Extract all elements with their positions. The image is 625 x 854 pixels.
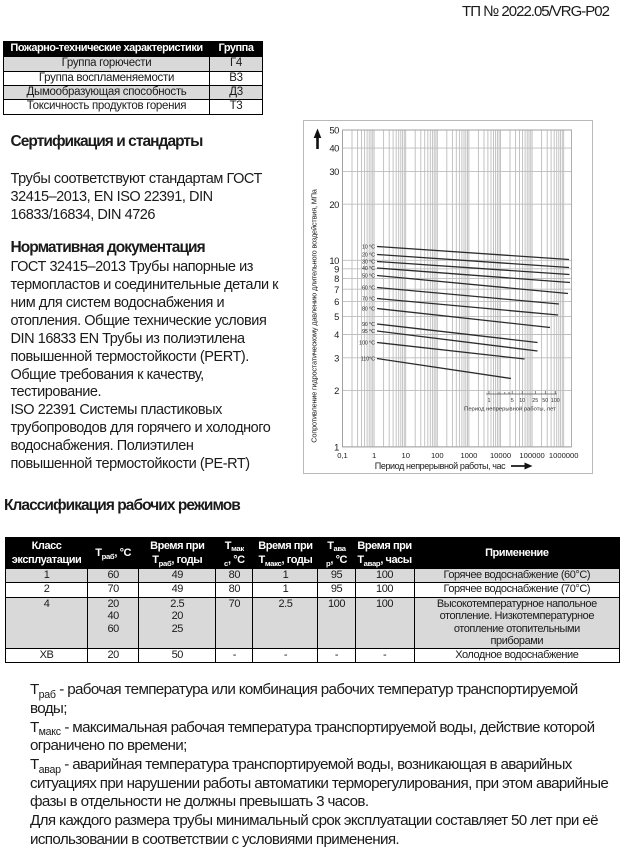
- svg-text:50 °C: 50 °C: [362, 274, 375, 280]
- svg-text:5: 5: [511, 398, 514, 404]
- svg-text:20: 20: [329, 199, 339, 210]
- svg-text:100: 100: [431, 451, 444, 460]
- svg-text:10: 10: [519, 398, 525, 404]
- svg-text:100: 100: [551, 398, 560, 404]
- svg-text:Период непрерывной работы, час: Период непрерывной работы, час: [375, 461, 506, 471]
- svg-text:2: 2: [334, 385, 339, 396]
- svg-text:30 °C: 30 °C: [362, 260, 375, 266]
- svg-text:40: 40: [329, 143, 339, 154]
- svg-text:Сопротивление гидростатическом: Сопротивление гидростатическому давлению…: [310, 188, 319, 443]
- svg-text:10: 10: [401, 451, 409, 460]
- svg-text:Период непрерывной работы, лет: Период непрерывной работы, лет: [464, 406, 556, 413]
- svg-text:10000: 10000: [490, 451, 511, 460]
- svg-text:8: 8: [334, 273, 339, 284]
- svg-text:1: 1: [488, 398, 491, 404]
- svg-text:95 °C: 95 °C: [362, 329, 375, 335]
- svg-text:110°C: 110°C: [361, 357, 375, 363]
- svg-text:100 °C: 100 °C: [359, 341, 375, 347]
- svg-text:100000: 100000: [519, 451, 544, 460]
- svg-text:1000: 1000: [460, 451, 477, 460]
- svg-text:70 °C: 70 °C: [362, 297, 375, 303]
- svg-text:3: 3: [334, 352, 339, 363]
- svg-text:40 °C: 40 °C: [362, 266, 375, 272]
- svg-text:7: 7: [334, 284, 339, 295]
- svg-text:0,1: 0,1: [337, 451, 348, 460]
- svg-text:1000000: 1000000: [549, 451, 579, 460]
- svg-text:1: 1: [372, 451, 376, 460]
- svg-text:6: 6: [334, 296, 339, 307]
- svg-text:5: 5: [334, 311, 339, 322]
- svg-text:50: 50: [329, 125, 339, 136]
- svg-text:10 °C: 10 °C: [362, 245, 375, 251]
- svg-text:90 °C: 90 °C: [362, 322, 375, 328]
- svg-text:10: 10: [329, 255, 339, 266]
- svg-text:80 °C: 80 °C: [362, 307, 375, 313]
- svg-text:4: 4: [334, 329, 339, 340]
- svg-text:20 °C: 20 °C: [362, 253, 375, 259]
- svg-text:50: 50: [542, 398, 548, 404]
- svg-text:25: 25: [532, 398, 538, 404]
- svg-text:1: 1: [334, 441, 339, 452]
- svg-text:9: 9: [334, 263, 339, 274]
- svg-text:60 °C: 60 °C: [362, 286, 375, 292]
- svg-text:30: 30: [329, 166, 339, 177]
